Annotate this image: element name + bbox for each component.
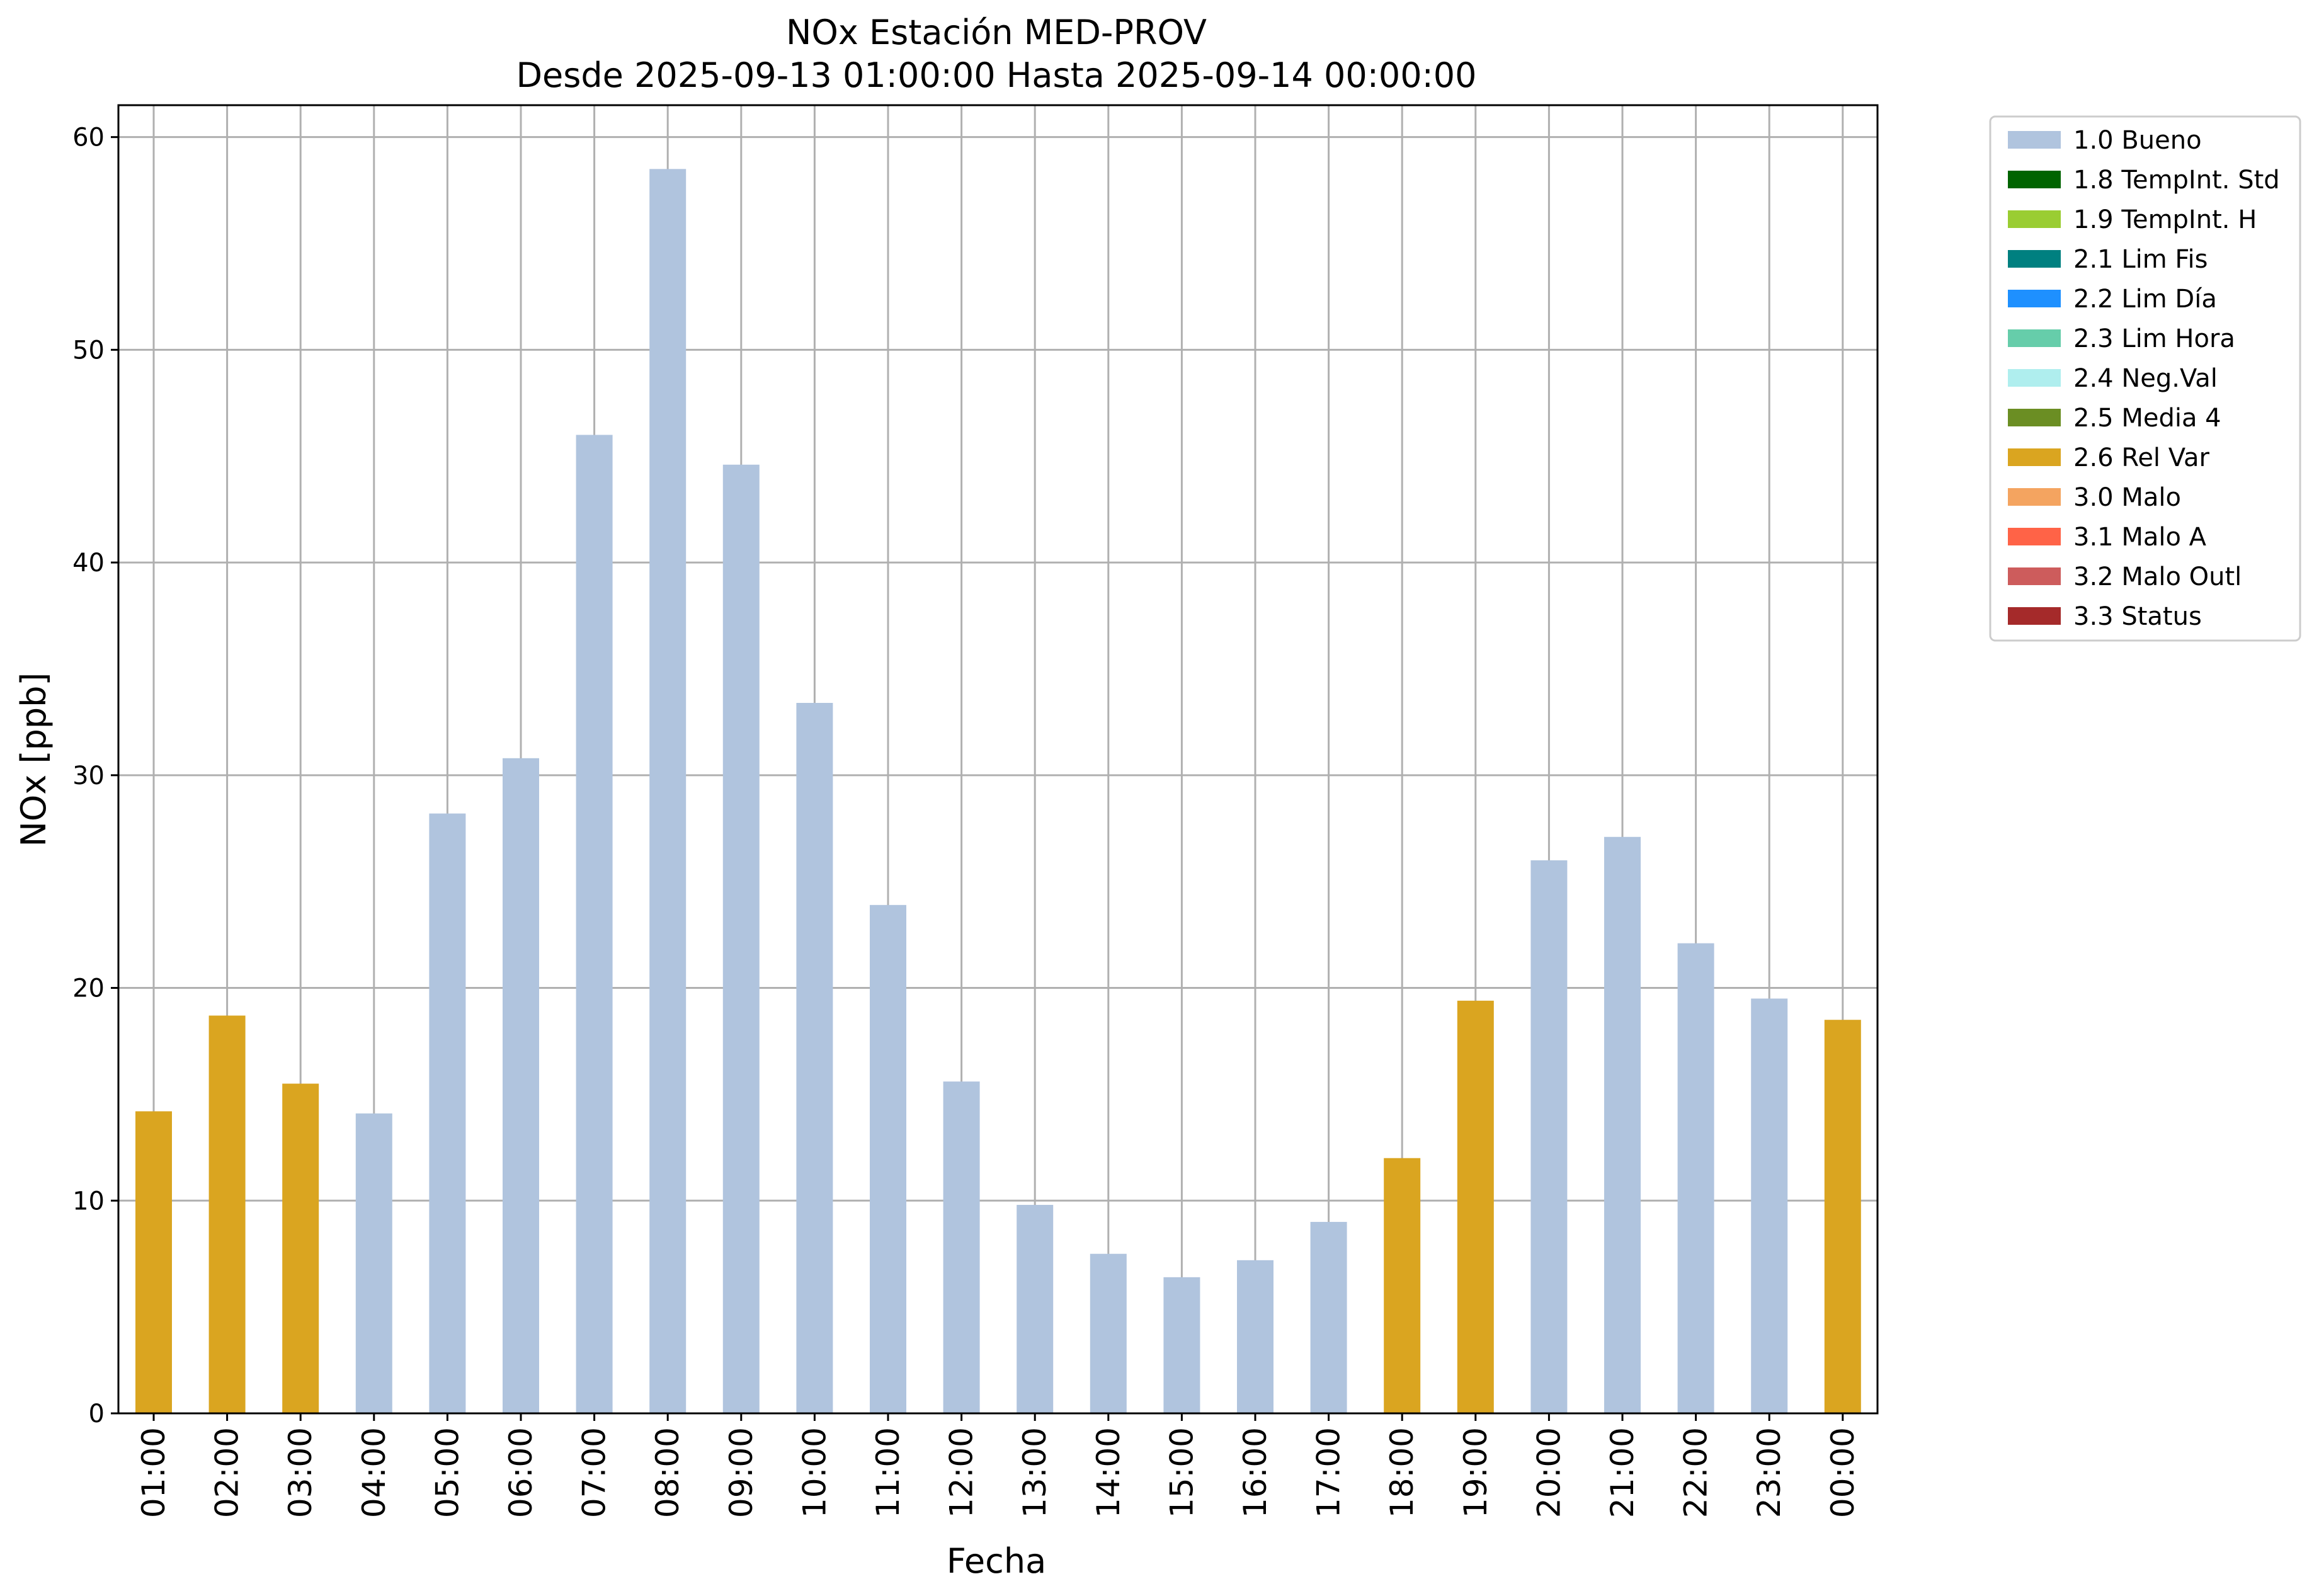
legend-swatch <box>2008 290 2061 307</box>
bar <box>1677 943 1714 1413</box>
legend-swatch <box>2008 488 2061 506</box>
chart-title: NOx Estación MED-PROV <box>786 13 1207 52</box>
bar <box>355 1113 392 1413</box>
x-axis-label: Fecha <box>947 1541 1046 1581</box>
bar <box>503 758 539 1413</box>
bar <box>943 1081 980 1413</box>
y-axis-label: NOx [ppb] <box>14 673 54 847</box>
x-tick-label: 16:00 <box>1237 1427 1273 1518</box>
x-tick-label: 13:00 <box>1017 1427 1053 1518</box>
legend-label: 2.3 Lim Hora <box>2073 324 2235 353</box>
bar <box>1604 836 1641 1413</box>
bar-series <box>135 169 1861 1413</box>
legend-swatch <box>2008 131 2061 149</box>
bar <box>1824 1020 1861 1413</box>
legend-label: 2.6 Rel Var <box>2073 443 2210 472</box>
legend-label: 3.2 Malo Outl <box>2073 562 2242 591</box>
x-tick-label: 23:00 <box>1751 1427 1787 1518</box>
legend-label: 1.8 TempInt. Std <box>2073 166 2280 195</box>
bar <box>1017 1205 1054 1413</box>
bar <box>722 464 760 1413</box>
legend-label: 3.1 Malo A <box>2073 523 2207 552</box>
x-tick-label: 00:00 <box>1825 1427 1861 1518</box>
x-tick-label: 17:00 <box>1311 1427 1347 1518</box>
legend-swatch <box>2008 409 2061 426</box>
legend-label: 3.3 Status <box>2073 602 2202 631</box>
bar <box>429 813 466 1413</box>
bar <box>1384 1158 1421 1413</box>
legend-swatch <box>2008 329 2061 347</box>
x-tick-label: 18:00 <box>1384 1427 1420 1518</box>
bar <box>135 1111 172 1413</box>
legend-swatch <box>2008 448 2061 466</box>
x-tick-label: 20:00 <box>1530 1427 1567 1518</box>
y-axis-ticks: 0 10 20 30 40 50 60 <box>72 123 118 1428</box>
x-tick-label: 04:00 <box>356 1427 392 1518</box>
x-tick-label: 01:00 <box>135 1427 172 1518</box>
x-axis-ticks: 01:00 02:00 03:00 04:00 05:00 06:00 07:00 08:00… <box>135 1413 1861 1518</box>
bar <box>1310 1222 1347 1413</box>
legend-frame <box>1989 115 2301 642</box>
legend-label: 1.9 TempInt. H <box>2073 205 2257 234</box>
bar <box>870 904 906 1413</box>
legend-swatch <box>2008 210 2061 228</box>
legend-swatch <box>2008 369 2061 387</box>
x-tick-label: 09:00 <box>723 1427 760 1518</box>
bar <box>1457 1000 1494 1413</box>
x-tick-label: 14:00 <box>1090 1427 1127 1518</box>
legend-swatch <box>2008 567 2061 585</box>
x-tick-label: 21:00 <box>1604 1427 1641 1518</box>
x-tick-label: 22:00 <box>1678 1427 1714 1518</box>
bar <box>649 169 687 1413</box>
legend-label: 3.0 Malo <box>2073 483 2181 512</box>
legend-label: 2.5 Media 4 <box>2073 404 2221 433</box>
x-tick-label: 19:00 <box>1457 1427 1494 1518</box>
bar <box>576 435 613 1413</box>
legend: 1.0 Bueno 1.8 TempInt. Std 1.9 TempInt. H 2… <box>1989 115 2301 642</box>
chart-subtitle: Desde 2025-09-13 01:00:00 Hasta 2025-09-… <box>516 55 1476 95</box>
x-tick-label: 15:00 <box>1163 1427 1200 1518</box>
legend-swatch <box>2008 607 2061 625</box>
x-tick-label: 03:00 <box>282 1427 319 1518</box>
legend-swatch <box>2008 528 2061 545</box>
legend-label: 2.2 Lim Día <box>2073 285 2217 314</box>
y-tick-label: 10 <box>72 1187 105 1216</box>
y-tick-label: 20 <box>72 974 105 1003</box>
y-tick-label: 30 <box>72 761 105 790</box>
plot-frame <box>117 104 1879 1415</box>
bar <box>1163 1277 1200 1413</box>
y-tick-label: 0 <box>89 1399 105 1428</box>
bar <box>1090 1253 1127 1413</box>
y-tick-label: 60 <box>72 123 105 152</box>
legend-swatch <box>2008 250 2061 268</box>
x-tick-label: 08:00 <box>649 1427 686 1518</box>
bar <box>208 1015 246 1413</box>
bar <box>796 703 833 1413</box>
x-tick-label: 02:00 <box>209 1427 246 1518</box>
x-tick-label: 11:00 <box>870 1427 906 1518</box>
y-tick-label: 40 <box>72 549 105 578</box>
legend-label: 2.4 Neg.Val <box>2073 364 2218 393</box>
bar <box>1530 860 1568 1413</box>
x-tick-label: 07:00 <box>576 1427 613 1518</box>
x-tick-label: 12:00 <box>943 1427 980 1518</box>
legend-swatch <box>2008 171 2061 188</box>
bar <box>1751 998 1788 1413</box>
x-tick-label: 10:00 <box>796 1427 833 1518</box>
legend-label: 2.1 Lim Fis <box>2073 245 2208 274</box>
y-tick-label: 50 <box>72 336 105 365</box>
bar <box>282 1083 319 1413</box>
legend-label: 1.0 Bueno <box>2073 126 2202 155</box>
x-tick-label: 06:00 <box>503 1427 539 1518</box>
bar <box>1237 1260 1273 1413</box>
x-tick-label: 05:00 <box>429 1427 465 1518</box>
